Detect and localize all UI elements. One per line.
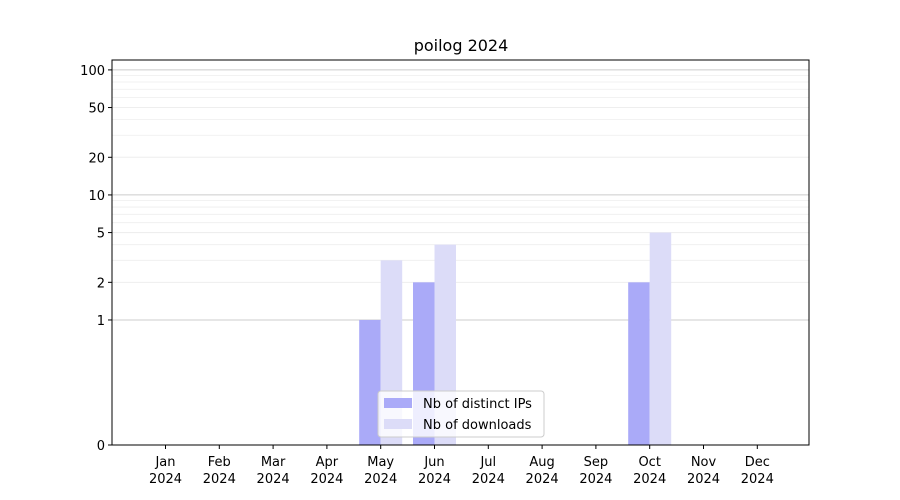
y-axis: 0 1 2 5 10 20 50 100 [80, 64, 112, 454]
y-tick-label: 0 [97, 439, 105, 454]
x-tick-year: 2024 [526, 472, 559, 487]
y-tick-label: 50 [88, 102, 105, 117]
x-tick-label: Mar [261, 455, 286, 470]
bar-distinct-ips [359, 319, 381, 445]
y-tick-label: 20 [88, 151, 105, 166]
x-tick-year: 2024 [149, 472, 182, 487]
y-tick-label: 100 [80, 64, 105, 79]
legend-label: Nb of distinct IPs [423, 397, 532, 412]
x-tick-year: 2024 [257, 472, 290, 487]
x-tick-year: 2024 [741, 472, 774, 487]
x-tick-year: 2024 [633, 472, 666, 487]
x-tick-label: May [367, 455, 394, 470]
x-tick-year: 2024 [579, 472, 612, 487]
x-tick-label: Oct [638, 455, 660, 470]
x-tick-label: Apr [316, 455, 339, 470]
legend-swatch [384, 398, 412, 408]
y-tick-label: 5 [97, 227, 105, 242]
legend-label: Nb of downloads [423, 418, 532, 433]
y-tick-label: 1 [97, 314, 105, 329]
x-tick-label: Jul [479, 455, 496, 470]
x-tick-label: Jan [154, 455, 175, 470]
legend-box [377, 390, 545, 438]
bar-distinct-ips [628, 282, 650, 445]
x-tick-year: 2024 [472, 472, 505, 487]
x-tick-label: Feb [208, 455, 231, 470]
x-tick-label: Sep [584, 455, 609, 470]
y-tick-label: 10 [88, 189, 105, 204]
bar-downloads [649, 232, 672, 445]
x-axis: Jan 2024 Feb 2024 Mar 2024 Apr 2024 May 2024 Jun 20… [149, 445, 774, 487]
chart-title: poilog 2024 [414, 36, 509, 55]
x-tick-year: 2024 [687, 472, 720, 487]
legend: Nb of distinct IPs Nb of downloads [377, 390, 545, 438]
x-tick-year: 2024 [310, 472, 343, 487]
plot-area-frame [111, 59, 810, 446]
x-tick-label: Dec [745, 455, 770, 470]
grid-lines [112, 69, 809, 446]
x-tick-label: Jun [423, 455, 444, 470]
y-tick-label: 2 [97, 276, 105, 291]
legend-swatch [384, 419, 412, 429]
x-tick-year: 2024 [364, 472, 397, 487]
x-tick-year: 2024 [418, 472, 451, 487]
x-tick-label: Aug [529, 455, 554, 470]
x-tick-label: Nov [691, 455, 717, 470]
x-tick-year: 2024 [203, 472, 236, 487]
